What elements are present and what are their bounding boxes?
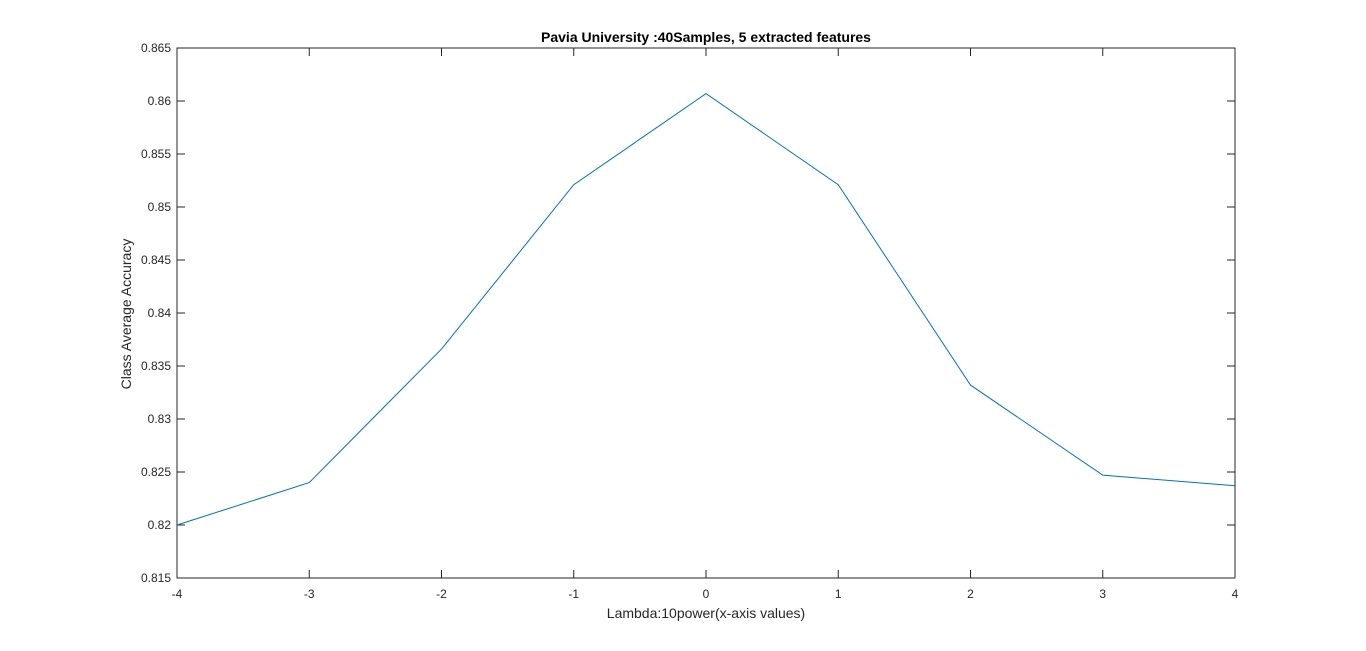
x-tick-label: 0 [703, 587, 710, 601]
y-tick-label: 0.845 [141, 253, 171, 267]
x-tick-label: 3 [1099, 587, 1106, 601]
x-tick-label: -3 [304, 587, 315, 601]
y-tick-label: 0.835 [141, 359, 171, 373]
series-line [176, 92, 1236, 526]
chart-title: Pavia University :40Samples, 5 extracted… [541, 29, 871, 45]
x-axis-title: Lambda:10power(x-axis values) [607, 605, 805, 621]
y-tick-label: 0.82 [148, 518, 172, 532]
y-tick-label: 0.825 [141, 465, 171, 479]
y-tick-label: 0.84 [148, 306, 172, 320]
x-tick-label: 2 [967, 587, 974, 601]
x-tick-label: 1 [835, 587, 842, 601]
x-tick-label: -2 [436, 587, 447, 601]
y-tick-label: 0.83 [148, 412, 172, 426]
x-tick-label: -4 [172, 587, 183, 601]
y-tick-label: 0.85 [148, 200, 172, 214]
x-tick-label: 4 [1232, 587, 1239, 601]
y-tick-label: 0.86 [148, 94, 172, 108]
y-tick-label: 0.865 [141, 41, 171, 55]
x-tick-label: -1 [568, 587, 579, 601]
plot-area-box [176, 47, 1236, 579]
y-tick-label: 0.855 [141, 147, 171, 161]
y-tick-label: 0.815 [141, 571, 171, 585]
y-axis-title: Class Average Accuracy [118, 239, 134, 390]
